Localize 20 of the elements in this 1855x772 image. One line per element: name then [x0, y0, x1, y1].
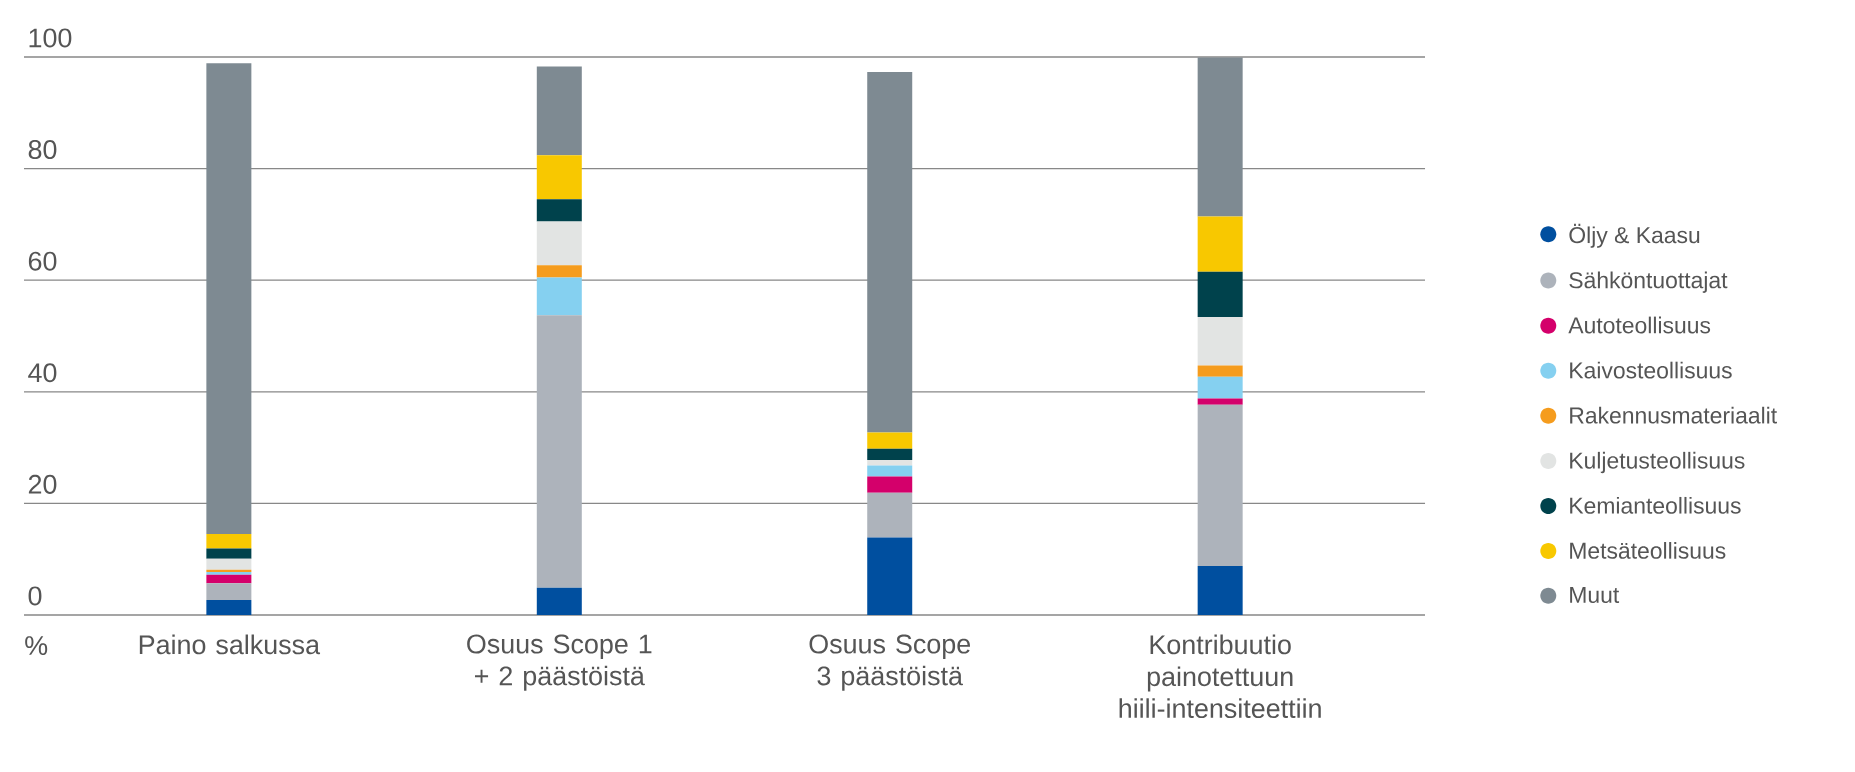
- legend-label: Muut: [1570, 587, 1620, 604]
- x-tick-label: Kontribuutio painotettuun hiili-intensiteettiin: [1119, 634, 1321, 719]
- legend-label: Rakennusmateriaalit: [1570, 406, 1777, 424]
- legend-label: Metsäteollisuus: [1570, 542, 1726, 559]
- legend-label: Kaivosteollisuus: [1570, 361, 1732, 379]
- text: %: [25, 636, 48, 656]
- y-tick-label: 40: [28, 363, 57, 383]
- x-tick-label: Paino salkussa: [139, 634, 321, 655]
- y-tick-label: 100: [29, 28, 72, 48]
- legend-label: Kemianteollisuus: [1570, 496, 1741, 514]
- legend-label: Öljy & Kaasu: [1569, 223, 1700, 248]
- legend-label: Sähköntuottajat: [1569, 271, 1728, 293]
- y-tick-label: 60: [28, 251, 57, 271]
- legend-label: Autoteollisuus: [1568, 316, 1711, 334]
- x-tick-label: Osuus Scope 1 + 2 päästöistä: [467, 634, 652, 691]
- legend-label: Kuljetusteollisuus: [1570, 451, 1745, 474]
- x-tick-label: Osuus Scope 3 päästöistä: [809, 634, 970, 691]
- y-tick-label: 20: [28, 474, 57, 494]
- y-tick-label: 0: [28, 586, 42, 606]
- y-tick-label: 80: [28, 140, 57, 160]
